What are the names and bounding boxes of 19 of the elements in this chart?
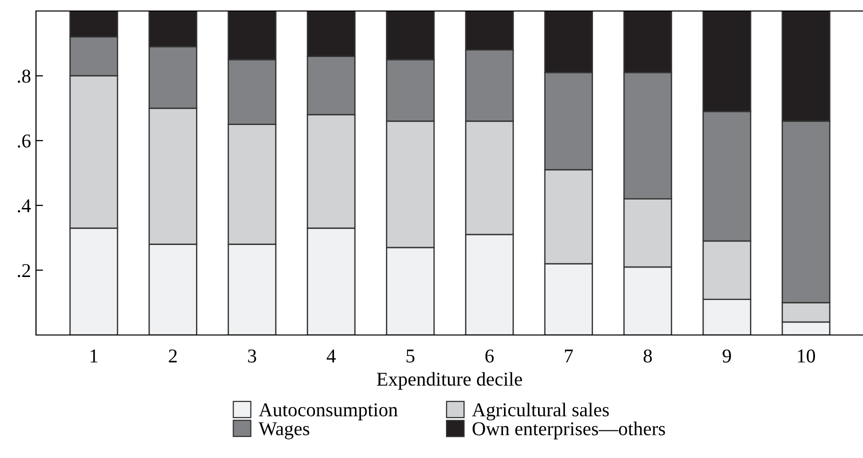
y-tick-label: .8 [18, 70, 30, 83]
y-tick-label: .6 [18, 134, 31, 148]
x-tick-label: 3 [248, 350, 256, 363]
x-axis-title: Expenditure decile [376, 372, 522, 390]
x-tick-label: 8 [644, 349, 652, 363]
x-tick-label: 2 [168, 350, 177, 362]
legend-label: Agricultural sales [472, 402, 609, 420]
x-tick-label: 4 [326, 350, 336, 362]
x-tick-label: 6 [485, 350, 494, 363]
x-tick-label: 7 [565, 350, 573, 362]
y-tick-label: .4 [18, 199, 31, 212]
x-tick-label: 9 [722, 350, 731, 363]
x-tick-label: 5 [406, 350, 414, 363]
legend-label: Own enterprises—others [472, 422, 665, 440]
y-tick-label: .2 [18, 264, 30, 278]
x-tick-label: 1 [90, 350, 98, 362]
legend-label: Wages [258, 422, 310, 440]
legend-label: Autoconsumption [258, 403, 398, 420]
x-tick-label: 10 [798, 349, 815, 363]
